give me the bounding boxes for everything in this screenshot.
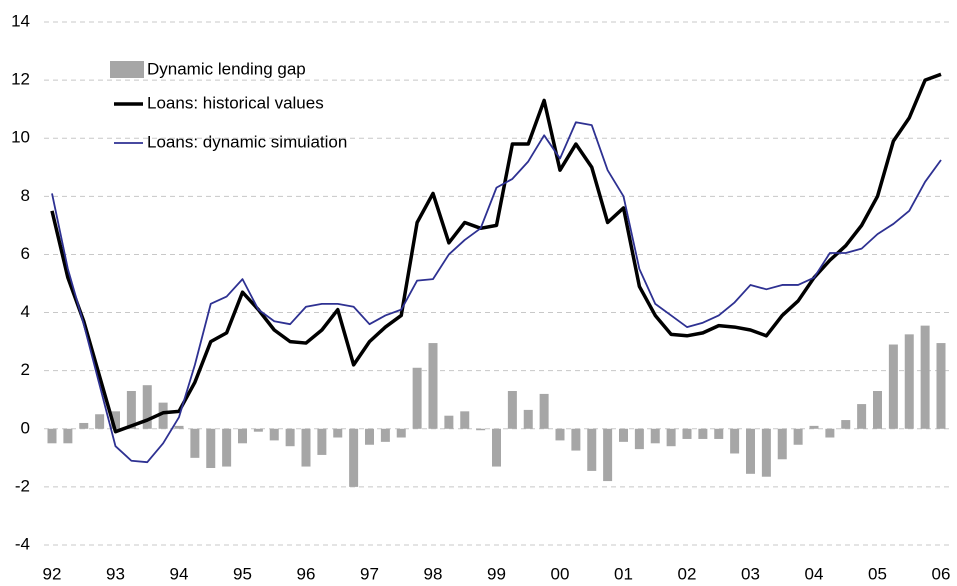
x-tick-label: 06 <box>932 564 951 583</box>
bar <box>460 411 470 429</box>
bar <box>714 428 724 439</box>
bar <box>349 428 359 487</box>
legend-swatch <box>110 61 144 78</box>
bar <box>285 428 295 447</box>
bar <box>507 391 517 429</box>
bar <box>95 414 105 429</box>
line <box>50 72 942 434</box>
bar <box>333 428 343 438</box>
bar <box>571 428 581 451</box>
x-tick-label: 02 <box>678 564 697 583</box>
bar <box>111 411 120 429</box>
bar <box>920 325 930 429</box>
y-tick-label: 8 <box>21 186 30 205</box>
bar <box>825 428 835 438</box>
bar <box>650 428 660 444</box>
y-tick-label: 10 <box>11 128 30 147</box>
bar <box>698 428 708 439</box>
y-tick-label: -2 <box>15 476 30 495</box>
bar <box>761 428 771 477</box>
bar <box>746 428 755 474</box>
x-tick-label: 97 <box>360 564 379 583</box>
legend-label: Loans: dynamic simulation <box>147 132 347 151</box>
bar <box>619 428 628 442</box>
x-tick-label: 05 <box>868 564 887 583</box>
x-tick-label: 98 <box>424 564 443 583</box>
bar <box>809 425 819 429</box>
x-tick-label: 00 <box>551 564 570 583</box>
bar <box>301 428 311 467</box>
bar <box>174 425 184 429</box>
bar <box>365 428 374 445</box>
bar <box>857 404 867 429</box>
bar <box>904 334 914 429</box>
bar <box>841 420 851 429</box>
bar <box>539 393 549 429</box>
y-tick-label: 2 <box>21 360 30 379</box>
bar <box>222 428 232 467</box>
bar <box>888 344 898 429</box>
bar <box>873 391 882 429</box>
bar <box>793 428 803 445</box>
bar <box>47 428 57 444</box>
x-tick-label: 96 <box>297 564 316 583</box>
legend-label: Dynamic lending gap <box>147 59 306 78</box>
bar <box>126 391 136 429</box>
bar <box>412 367 422 429</box>
bar <box>142 385 152 429</box>
bar <box>79 422 89 429</box>
x-tick-label: 95 <box>233 564 252 583</box>
bar <box>476 428 486 431</box>
x-tick-label: 01 <box>614 564 633 583</box>
x-tick-label: 04 <box>805 564 824 583</box>
x-tick-label: 99 <box>487 564 506 583</box>
bar <box>428 343 438 429</box>
bar <box>253 428 263 432</box>
bar <box>380 428 390 442</box>
bar <box>682 428 692 439</box>
bar <box>730 428 740 454</box>
x-tick-label: 03 <box>741 564 760 583</box>
bar <box>190 428 200 458</box>
y-tick-label: 14 <box>11 11 30 30</box>
y-tick-label: -4 <box>15 534 30 553</box>
bar <box>936 343 946 429</box>
x-tick-label: 93 <box>106 564 125 583</box>
y-tick-label: 12 <box>11 70 30 89</box>
x-tick-label: 92 <box>43 564 62 583</box>
bar <box>238 428 247 444</box>
bar <box>444 415 454 429</box>
x-tick-label: 94 <box>170 564 189 583</box>
bar <box>777 428 787 460</box>
bar <box>603 428 613 482</box>
y-tick-label: 4 <box>21 302 30 321</box>
bar <box>158 402 168 429</box>
bar <box>63 428 73 444</box>
bar <box>634 428 644 450</box>
bar <box>206 428 216 469</box>
bar <box>666 428 676 447</box>
bar <box>269 428 279 441</box>
line <box>51 121 942 464</box>
bar <box>317 428 327 455</box>
y-tick-label: 6 <box>21 244 30 263</box>
y-tick-label: 0 <box>21 418 30 437</box>
bar <box>492 428 501 467</box>
bar <box>523 409 533 429</box>
legend-label: Loans: historical values <box>147 93 324 112</box>
bar <box>587 428 597 471</box>
bar <box>555 428 565 441</box>
bar <box>396 428 406 438</box>
